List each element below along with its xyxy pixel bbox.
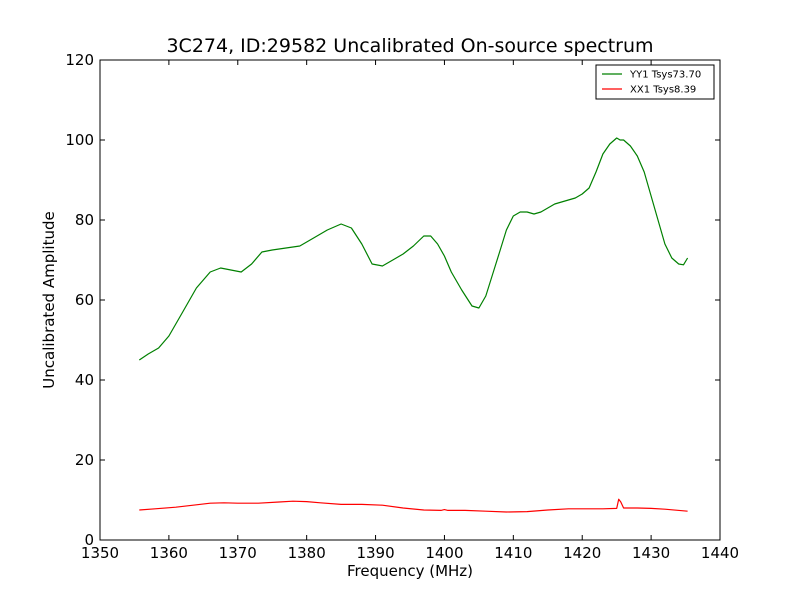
y-tick-label: 120 <box>65 51 94 69</box>
x-axis: 1350 1360 1370 1380 1390 1400 1410 1420 1430 1440 <box>81 60 739 562</box>
y-tick-label: 100 <box>65 131 94 149</box>
x-axis-label: Frequency (MHz) <box>347 562 473 580</box>
y-axis: 0 20 40 60 80 100 120 <box>65 51 720 549</box>
y-axis-label: Uncalibrated Amplitude <box>40 211 58 388</box>
x-tick-label: 1410 <box>494 544 532 562</box>
x-tick-label: 1390 <box>356 544 394 562</box>
plot-area <box>100 60 720 540</box>
x-tick-label: 1440 <box>701 544 739 562</box>
x-tick-label: 1420 <box>563 544 601 562</box>
y-tick-label: 20 <box>75 451 94 469</box>
x-tick-label: 1370 <box>219 544 257 562</box>
series-layer <box>138 137 689 513</box>
x-tick-label: 1380 <box>288 544 326 562</box>
legend-box <box>595 64 715 100</box>
series-line-0 <box>138 137 689 361</box>
x-tick-label: 1400 <box>425 544 463 562</box>
y-tick-label: 60 <box>75 291 94 309</box>
x-tick-label: 1430 <box>632 544 670 562</box>
series-line-1 <box>139 498 688 513</box>
y-tick-label: 0 <box>84 531 94 549</box>
legend: YY1 Tsys73.70 XX1 Tsys8.39 <box>595 64 715 100</box>
x-tick-label: 1360 <box>150 544 188 562</box>
legend-label-1: XX1 Tsys8.39 <box>630 85 696 96</box>
legend-label-0: YY1 Tsys73.70 <box>629 70 701 81</box>
chart-title: 3C274, ID:29582 Uncalibrated On-source s… <box>166 35 653 57</box>
x-tick-label: 1350 <box>81 544 119 562</box>
y-tick-label: 80 <box>75 211 94 229</box>
y-tick-label: 40 <box>75 371 94 389</box>
